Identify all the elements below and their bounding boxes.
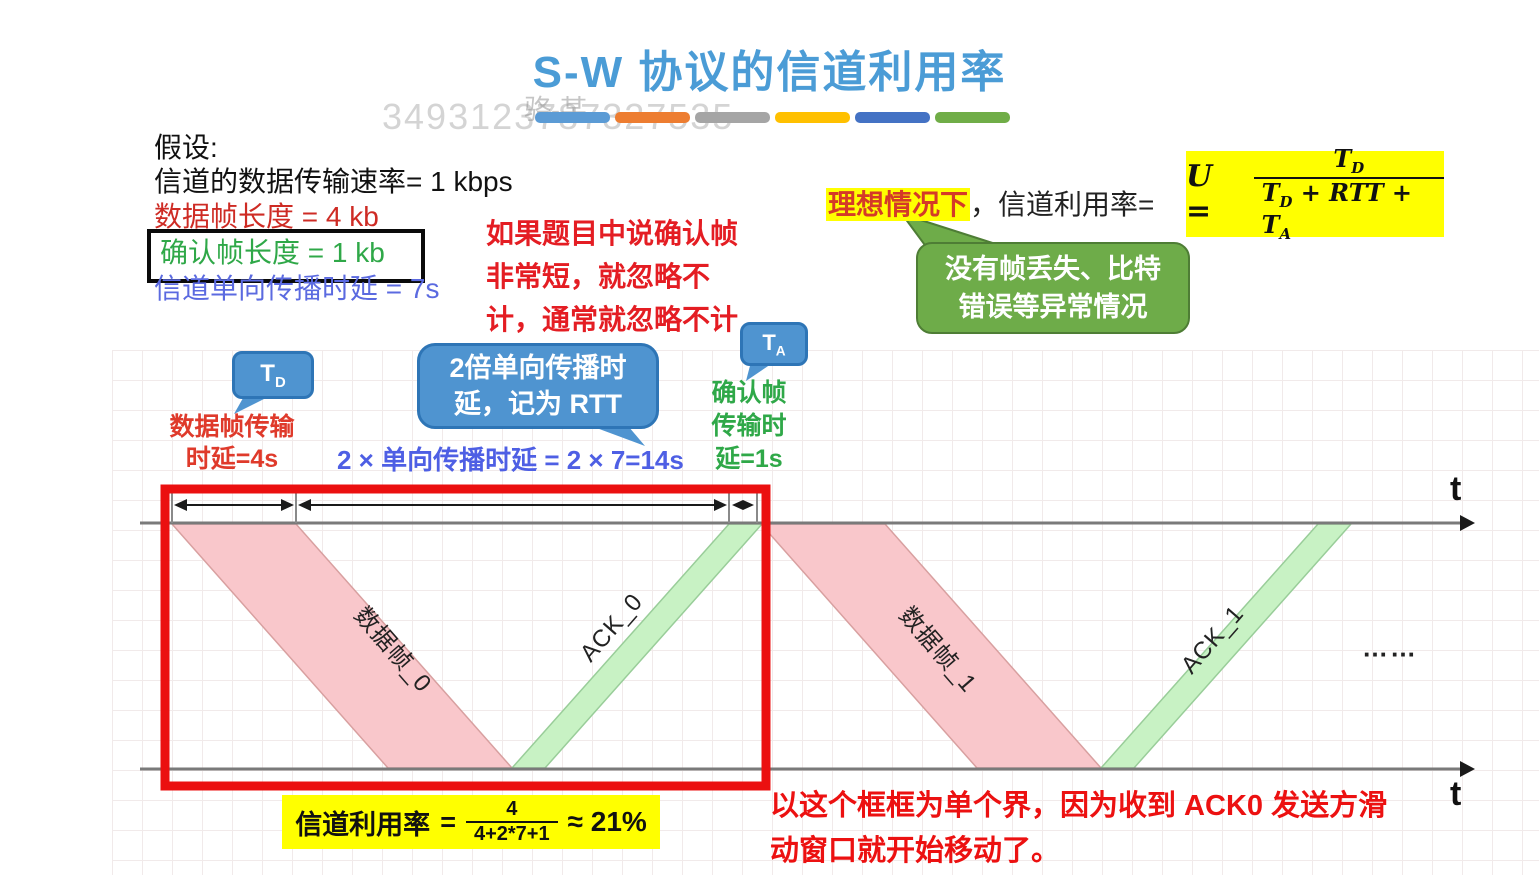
assumption-propagation-delay: 信道单向传播时延 = 7s [154, 273, 440, 304]
continuation-ellipsis: …… [1362, 632, 1418, 663]
td-bubble: TD [232, 351, 314, 399]
decorative-bar [935, 112, 1010, 123]
caption-line: 传输时 [711, 412, 787, 440]
td-symbol: TD [260, 359, 286, 391]
decorative-bar [615, 112, 690, 123]
formula-numerator: TD [1333, 144, 1365, 177]
callout-line: 没有帧丢失、比特 [945, 254, 1161, 284]
no-frame-loss-callout: 没有帧丢失、比特 错误等异常情况 [916, 242, 1190, 334]
rtt-bubble: 2倍单向传播时 延，记为 RTT [417, 343, 659, 429]
utilization-computation-box: 信道利用率 = 4 4+2*7+1 ≈ 21% [282, 795, 660, 849]
formula-denominator: TD + RTT + TA [1253, 177, 1444, 243]
time-axis-label-top: t [1450, 470, 1462, 508]
utilization-lead-in: ，信道利用率= [970, 189, 1155, 220]
decorative-bar [695, 112, 770, 123]
bf-equals: = [440, 806, 456, 837]
caption-line: 确认帧 [711, 379, 787, 407]
callout-line: 延，记为 RTT [454, 389, 622, 419]
bf-label: 信道利用率 [295, 809, 431, 840]
td-caption: 数据帧传输 时延=4s [158, 411, 306, 475]
note-line: 动窗口就开始移动了。 [770, 835, 1061, 867]
utilization-formula-box: U = TD TD + RTT + TA [1186, 145, 1444, 242]
caption-line: 延=1s [715, 445, 783, 473]
bf-fraction: 4 4+2*7+1 [465, 798, 558, 846]
assumption-ack-frame-length: 确认帧长度 = 1 kb [160, 237, 385, 268]
bf-denominator: 4+2*7+1 [465, 821, 558, 846]
ta-bubble: TA [740, 322, 808, 366]
decorative-bar [535, 112, 610, 123]
note-line: 非常短，就忽略不 [486, 261, 711, 292]
decorative-color-bars [535, 112, 1010, 123]
note-line: 以这个框框为单个界，因为收到 ACK0 发送方滑 [770, 790, 1388, 822]
decorative-bar [775, 112, 850, 123]
callout-line: 错误等异常情况 [958, 292, 1148, 322]
page-title: S-W 协议的信道利用率 [532, 48, 1007, 97]
bf-result: ≈ 21% [567, 806, 647, 837]
decorative-bar [855, 112, 930, 123]
note-line: 如果题目中说确认帧 [486, 218, 739, 249]
ideal-case-row: 理想情况下，信道利用率= [826, 183, 1154, 223]
rtt-caption: 2 × 单向传播时延 = 2 × 7=14s [337, 445, 684, 475]
ta-caption: 确认帧 传输时 延=1s [702, 377, 796, 476]
callout-line: 2倍单向传播时 [449, 353, 627, 383]
ack-ignore-note: 如果题目中说确认帧 非常短，就忽略不 计，通常就忽略不计 [486, 212, 738, 341]
ideal-case-highlight: 理想情况下 [826, 188, 971, 221]
assumption-rate: 信道的数据传输速率= 1 kbps [154, 166, 513, 197]
assumption-heading: 假设: [154, 132, 218, 163]
note-line: 计，通常就忽略不计 [486, 304, 739, 335]
assumption-data-frame-length: 数据帧长度 = 4 kb [154, 201, 379, 232]
sliding-window-note: 以这个框框为单个界，因为收到 ACK0 发送方滑 动窗口就开始移动了。 [770, 784, 1387, 874]
caption-line: 数据帧传输 [169, 413, 295, 441]
bf-numerator: 4 [506, 798, 518, 820]
time-axis-label-bottom: t [1450, 775, 1462, 813]
formula-fraction: TD TD + RTT + TA [1253, 144, 1444, 243]
caption-line: 时延=4s [185, 445, 279, 473]
formula-lhs: U = [1186, 159, 1213, 229]
ack-frame-highlight-box [147, 229, 425, 283]
ta-symbol: TA [762, 329, 786, 359]
